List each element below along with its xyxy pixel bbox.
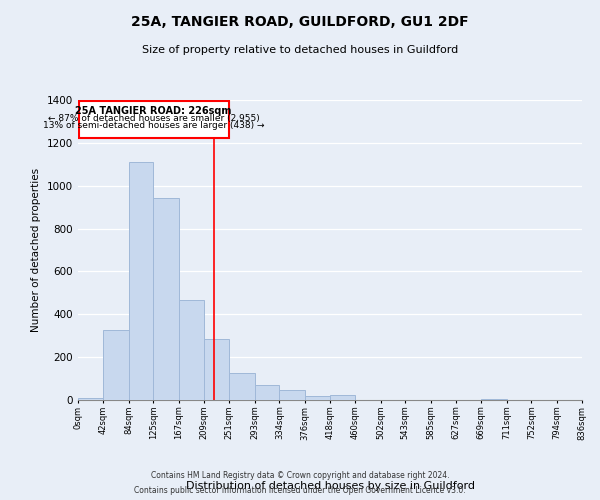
Bar: [254, 385, 280, 400]
Bar: [481, 399, 506, 400]
Bar: [204, 339, 229, 400]
Text: 25A, TANGIER ROAD, GUILDFORD, GU1 2DF: 25A, TANGIER ROAD, GUILDFORD, GU1 2DF: [131, 15, 469, 29]
Bar: [330, 396, 355, 400]
Bar: [179, 300, 204, 400]
Bar: [103, 330, 128, 400]
Text: Contains HM Land Registry data © Crown copyright and database right 2024.: Contains HM Land Registry data © Crown c…: [151, 471, 449, 480]
Bar: [305, 396, 330, 400]
Bar: [280, 390, 305, 400]
Text: 25A TANGIER ROAD: 226sqm: 25A TANGIER ROAD: 226sqm: [76, 106, 232, 116]
Text: Size of property relative to detached houses in Guildford: Size of property relative to detached ho…: [142, 45, 458, 55]
Bar: [79, 101, 229, 138]
Y-axis label: Number of detached properties: Number of detached properties: [31, 168, 41, 332]
Bar: [78, 398, 103, 400]
X-axis label: Distribution of detached houses by size in Guildford: Distribution of detached houses by size …: [185, 481, 475, 491]
Text: 13% of semi-detached houses are larger (438) →: 13% of semi-detached houses are larger (…: [43, 122, 265, 130]
Text: ← 87% of detached houses are smaller (2,955): ← 87% of detached houses are smaller (2,…: [48, 114, 260, 123]
Bar: [128, 162, 154, 400]
Bar: [229, 373, 254, 400]
Bar: [154, 198, 179, 400]
Text: Contains public sector information licensed under the Open Government Licence v3: Contains public sector information licen…: [134, 486, 466, 495]
